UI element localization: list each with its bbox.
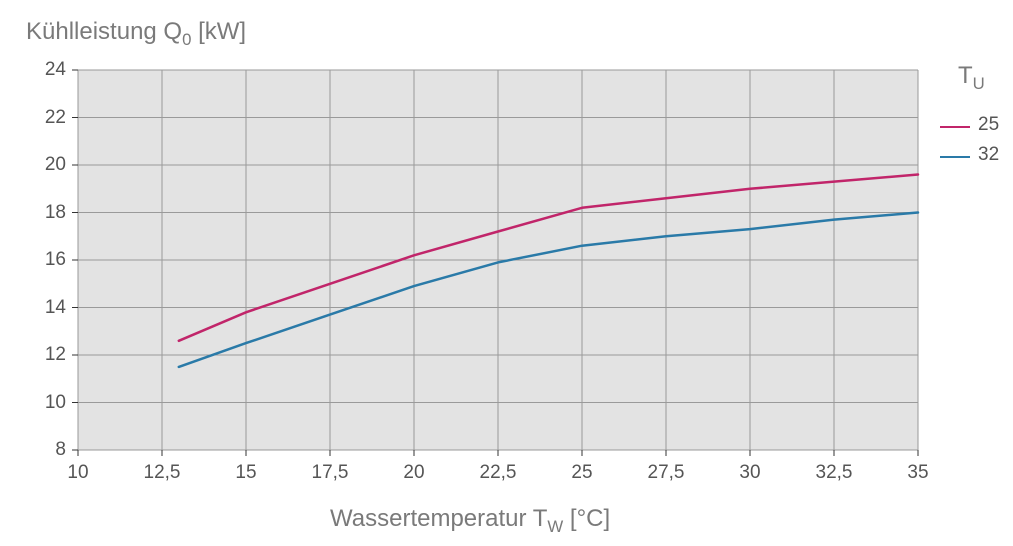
x-tick-label: 32,5 — [814, 462, 854, 484]
y-tick-label: 24 — [45, 59, 66, 81]
x-tick-label: 27,5 — [646, 462, 686, 484]
y-tick-label: 22 — [45, 107, 66, 129]
x-axis-title: Wassertemperatur TW [°C] — [330, 505, 610, 537]
y-tick-label: 20 — [45, 154, 66, 176]
legend-title: TU — [958, 62, 985, 94]
legend-swatch-0 — [940, 126, 970, 128]
y-tick-label: 14 — [45, 297, 66, 319]
x-tick-label: 17,5 — [310, 462, 350, 484]
legend-title-text: TU — [958, 62, 985, 89]
x-axis-title-text: Wassertemperatur TW [°C] — [330, 505, 610, 532]
legend-label-0: 25 — [978, 114, 999, 136]
x-tick-label: 25 — [562, 462, 602, 484]
y-tick-label: 10 — [45, 392, 66, 414]
legend-label-1: 32 — [978, 144, 999, 166]
x-tick-label: 30 — [730, 462, 770, 484]
y-tick-label: 16 — [45, 249, 66, 271]
y-tick-label: 12 — [45, 344, 66, 366]
y-tick-label: 8 — [55, 439, 66, 461]
x-tick-label: 22,5 — [478, 462, 518, 484]
x-tick-label: 15 — [226, 462, 266, 484]
x-tick-label: 12,5 — [142, 462, 182, 484]
y-tick-label: 18 — [45, 202, 66, 224]
x-tick-label: 35 — [898, 462, 938, 484]
legend-swatch-1 — [940, 156, 970, 158]
x-tick-label: 20 — [394, 462, 434, 484]
x-tick-label: 10 — [58, 462, 98, 484]
